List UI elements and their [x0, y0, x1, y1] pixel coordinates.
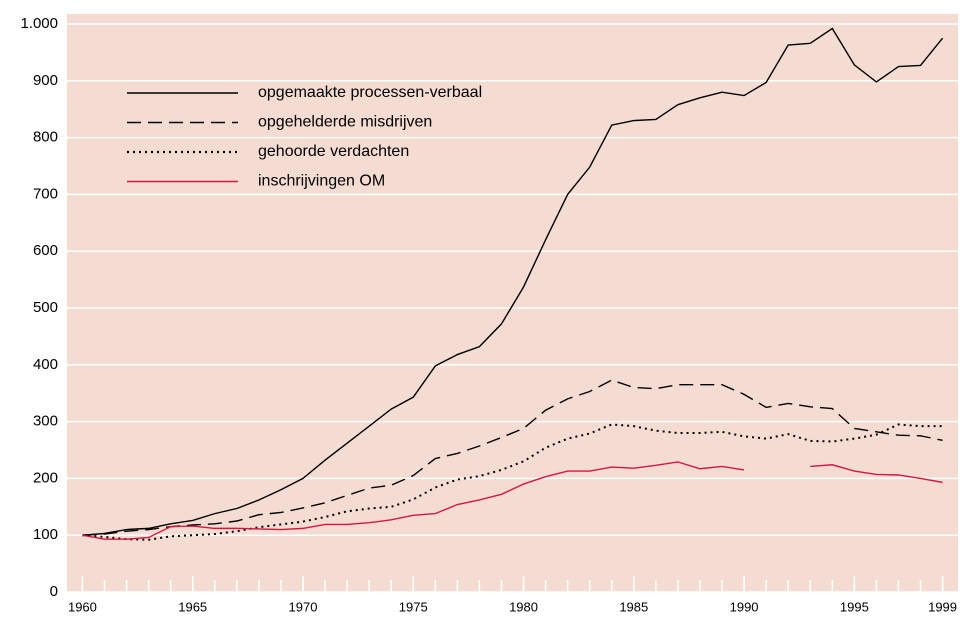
legend-label: opgemaakte processen-verbaal: [258, 84, 482, 101]
x-tick-label: 1975: [399, 599, 428, 614]
series-line: [82, 379, 943, 536]
x-tick-label: 1980: [509, 599, 538, 614]
y-tick-label: 100: [33, 526, 58, 543]
y-tick-label: 0: [50, 583, 58, 600]
x-tick-label: 1960: [68, 599, 97, 614]
legend-label: gehoorde verdachten: [258, 143, 409, 160]
y-tick-label: 200: [33, 469, 58, 486]
series-line: [82, 461, 943, 540]
y-tick-label: 800: [33, 129, 58, 146]
y-tick-label: 900: [33, 72, 58, 89]
legend-label: inschrijvingen OM: [258, 173, 385, 190]
series-line: [82, 27, 944, 536]
y-tick-label: 400: [33, 356, 58, 373]
y-tick-label: 700: [33, 185, 58, 202]
plot-background: [67, 14, 958, 592]
x-tick-label: 1999: [928, 599, 957, 614]
y-tick-label: 1.000: [20, 15, 58, 32]
x-tick-label: 1995: [840, 599, 869, 614]
x-tick-label: 1965: [178, 599, 207, 614]
y-tick-label: 500: [33, 299, 58, 316]
x-tick-label: 1970: [289, 599, 318, 614]
series-line: [82, 423, 943, 541]
y-tick-label: 600: [33, 242, 58, 259]
x-tick-label: 1990: [730, 599, 759, 614]
y-tick-label: 300: [33, 413, 58, 430]
x-tick-label: 1985: [619, 599, 648, 614]
legend-label: opgehelderde misdrijven: [258, 114, 432, 131]
